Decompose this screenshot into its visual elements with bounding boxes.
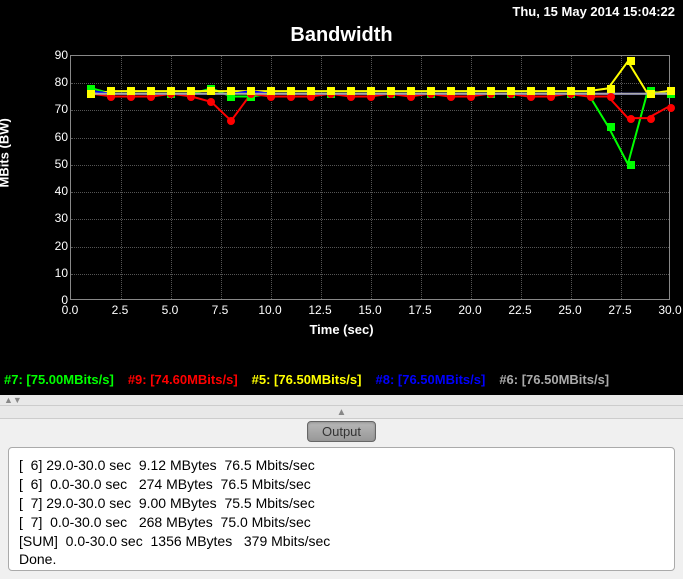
- legend-item-9: #9: [74.60MBits/s]: [128, 372, 238, 389]
- legend-item-5: #5: [76.50MBits/s]: [252, 372, 362, 389]
- legend: #7: [75.00MBits/s] #9: [74.60MBits/s] #5: …: [0, 372, 683, 389]
- disclosure-bar[interactable]: ▲▼: [0, 395, 683, 405]
- chart-title: Bandwidth: [0, 24, 683, 47]
- legend-item-7: #7: [75.00MBits/s]: [4, 372, 114, 389]
- output-tab[interactable]: Output: [307, 421, 376, 442]
- bandwidth-chart-panel: Thu, 15 May 2014 15:04:22 Bandwidth MBit…: [0, 0, 683, 395]
- output-panel: Output [ 6] 29.0-30.0 sec 9.12 MBytes 76…: [0, 419, 683, 571]
- legend-item-8: #8: [76.50MBits/s]: [375, 372, 485, 389]
- legend-item-6: #6: [76.50MBits/s]: [499, 372, 609, 389]
- collapse-handle[interactable]: ▲: [0, 405, 683, 419]
- x-axis-label: Time (sec): [0, 322, 683, 337]
- y-axis-label: MBits (BW): [0, 118, 12, 187]
- output-tab-row: Output: [0, 419, 683, 447]
- output-text[interactable]: [ 6] 29.0-30.0 sec 9.12 MBytes 76.5 Mbit…: [8, 447, 675, 571]
- plot-area: [70, 55, 670, 300]
- timestamp: Thu, 15 May 2014 15:04:22: [512, 4, 675, 19]
